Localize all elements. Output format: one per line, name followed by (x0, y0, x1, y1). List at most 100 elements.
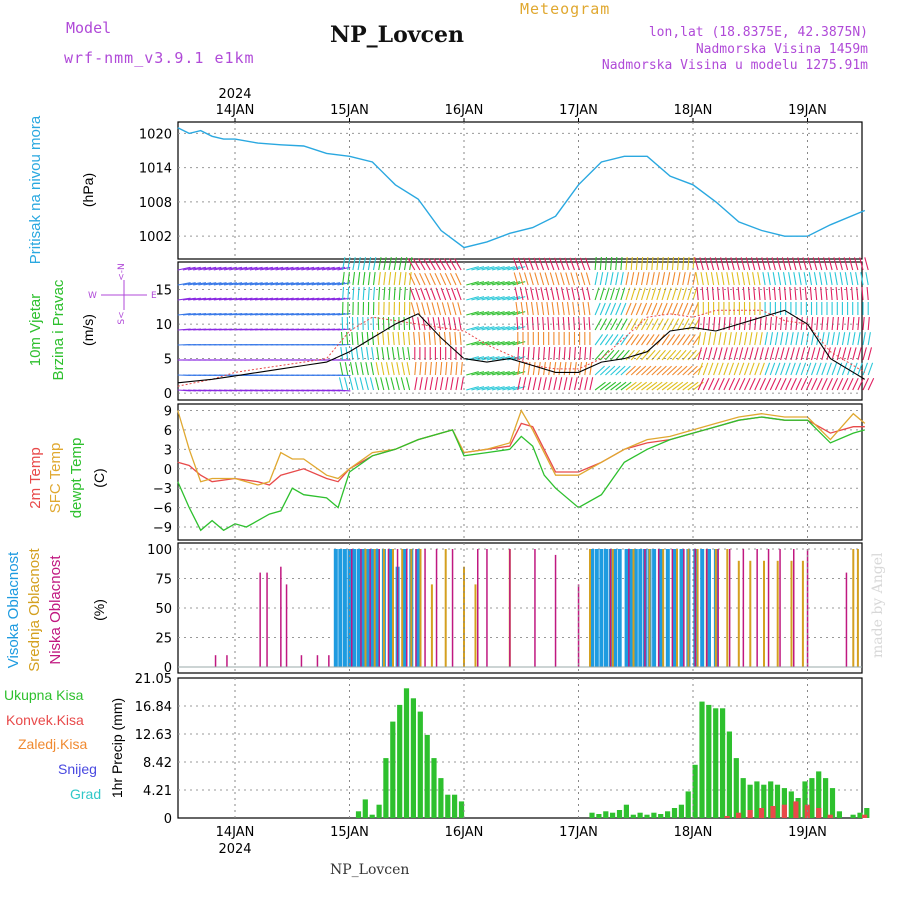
wind-arrow (391, 362, 395, 376)
wind-arrow (367, 316, 369, 331)
wind-arrow (548, 362, 552, 376)
wind-arrow (254, 313, 269, 316)
wind-arrow (546, 302, 550, 316)
wind-arrow (677, 318, 685, 331)
cloud-low-bar (683, 549, 685, 667)
wind-arrow (436, 302, 442, 316)
wind-arrow (522, 362, 526, 376)
wind-arrow (610, 365, 621, 376)
wind-arrow (424, 377, 428, 391)
wind-arrow (713, 332, 717, 346)
wind-arrow (466, 281, 479, 286)
wind-arrow (409, 272, 412, 286)
panel-frame (177, 403, 863, 541)
wind-arrow (502, 266, 516, 271)
wind-arrow (414, 377, 418, 391)
precip-total-bar (431, 758, 437, 818)
wind-arrow (646, 381, 658, 391)
wind-arrow (780, 377, 787, 391)
wind-arrow (635, 302, 642, 316)
wind-arrow (585, 272, 591, 286)
wind-arrow (819, 272, 823, 286)
wind-arrow (558, 346, 561, 361)
wind-arrow (396, 347, 400, 361)
sfc-temp-line (177, 408, 866, 486)
wind-arrow (327, 266, 341, 271)
wind-arrow (426, 302, 431, 316)
wind-arrow (296, 266, 310, 271)
wind-arrow (759, 347, 764, 361)
wind-arrow (239, 297, 253, 301)
wind-arrow (234, 313, 248, 316)
wind-arrow (177, 313, 191, 316)
pressure-ylabel: Pritisak na nivou mora (27, 115, 44, 264)
wind-arrow (512, 257, 519, 271)
wind-arrow (548, 377, 552, 391)
wind-arrow (833, 257, 838, 271)
wind-arrow (556, 302, 560, 316)
precip-total-bar (678, 804, 684, 818)
wind-arrow (280, 282, 294, 286)
wind-arrow (635, 381, 648, 391)
wind-arrow (372, 272, 376, 286)
precip-conv-bar (793, 801, 799, 818)
cloud-low-bar (259, 572, 261, 667)
wind-arrow (857, 332, 861, 346)
wind-arrow (342, 257, 346, 271)
wind-arrow (337, 374, 351, 377)
wind-arrow (351, 331, 354, 346)
wind-arrow (711, 286, 715, 301)
precip-total-bar (445, 794, 451, 818)
wind-arrow (737, 286, 740, 301)
precip-total-bar (658, 814, 664, 818)
cloud-mid-bar (382, 549, 385, 667)
wind-arrow (445, 361, 448, 376)
wind-arrow (836, 377, 844, 391)
wind-arrow (362, 286, 365, 301)
wind-arrow (807, 257, 813, 271)
wind-arrow (517, 377, 522, 391)
wind-arrow (615, 334, 624, 346)
wind-arrow (599, 334, 609, 346)
cloud-low-bar (671, 549, 674, 667)
wind-arrow (692, 272, 697, 286)
cloud-mid-bar (410, 549, 413, 667)
wind-arrow (537, 377, 542, 391)
cloud-low-bar (285, 584, 288, 667)
wind-arrow (491, 356, 505, 361)
wind-arrow (795, 332, 799, 346)
wind-arrow (349, 362, 354, 376)
wind-arrow (646, 318, 654, 331)
wind-arrow (403, 257, 408, 271)
wind-arrow (763, 286, 766, 301)
wind-arrow (826, 377, 833, 391)
wind-arrow (523, 272, 529, 286)
wind-arrow (778, 286, 782, 301)
cloud-low-bar (280, 566, 282, 667)
wind-arrow (532, 362, 536, 376)
wind-arrow (349, 377, 354, 391)
wind-arrow (578, 316, 581, 331)
wind-arrow (769, 377, 777, 391)
wind-arrow (393, 272, 397, 286)
wind-arrow (733, 332, 738, 346)
legend-conv: Konvek.Kisa (6, 712, 84, 728)
wind-arrow (366, 347, 369, 361)
wind-arrow (301, 297, 315, 301)
wind-arrow (441, 302, 447, 316)
wind-arrow (193, 266, 207, 271)
wind-arrow (275, 313, 289, 316)
wind-arrow (377, 316, 380, 331)
wind-arrow (280, 313, 294, 316)
wind-arrow (476, 341, 490, 346)
wind-arrow (767, 272, 771, 286)
wind-arrow (615, 256, 618, 271)
wind-arrow (736, 272, 740, 286)
wind-arrow (847, 377, 854, 391)
wind-arrow (290, 266, 304, 271)
wind-arrow (450, 272, 457, 286)
wind-arrow (544, 272, 550, 286)
cloud-low-bar (387, 549, 390, 667)
wind-arrow (213, 297, 227, 301)
wind-arrow (812, 257, 818, 271)
